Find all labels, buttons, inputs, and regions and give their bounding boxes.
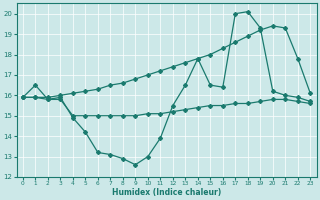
- X-axis label: Humidex (Indice chaleur): Humidex (Indice chaleur): [112, 188, 221, 197]
